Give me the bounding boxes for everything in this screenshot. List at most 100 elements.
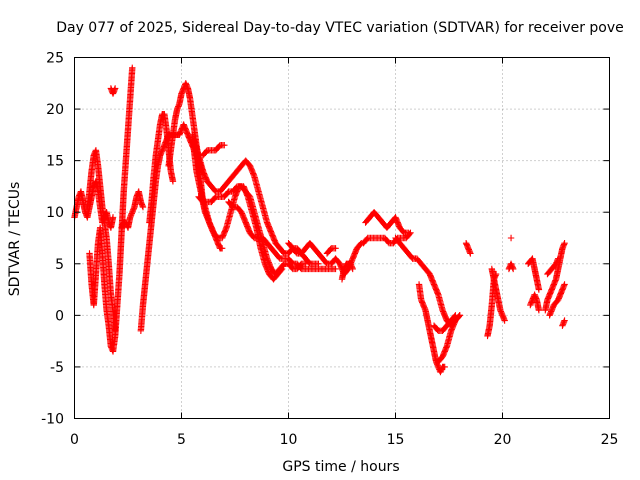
data-point — [139, 203, 147, 211]
data-point — [116, 231, 125, 278]
y-tick-label: 25 — [46, 51, 64, 67]
data-point — [92, 147, 102, 168]
data-point — [208, 194, 219, 206]
data-point — [332, 255, 343, 266]
data-point — [306, 239, 317, 251]
data-point — [189, 131, 200, 173]
data-point — [396, 224, 407, 236]
data-point — [486, 303, 495, 329]
data-point — [278, 265, 286, 273]
y-tick-label: 10 — [46, 205, 64, 221]
data-point — [302, 255, 313, 266]
data-point — [212, 143, 223, 154]
data-point — [370, 209, 381, 220]
x-tick-label: 5 — [177, 432, 186, 448]
data-point — [270, 271, 281, 283]
grid-lines — [74, 57, 610, 419]
data-point — [415, 281, 425, 302]
data-point — [456, 312, 463, 319]
x-tick-label: 20 — [494, 432, 512, 448]
data-point — [467, 250, 474, 257]
y-tick-label: 15 — [46, 154, 64, 170]
data-point — [218, 245, 226, 252]
data-point — [332, 245, 339, 252]
data-point — [225, 198, 236, 210]
data-point — [272, 239, 283, 251]
data-point — [169, 178, 177, 185]
data-point — [199, 148, 210, 159]
data-point — [375, 214, 386, 225]
data-point — [259, 239, 270, 261]
data-point — [319, 255, 330, 266]
data-point — [323, 246, 334, 257]
data-point — [244, 193, 255, 215]
data-point — [447, 313, 458, 324]
data-point — [435, 291, 446, 312]
data-point — [501, 317, 508, 324]
data-point — [248, 209, 260, 230]
x-tick-label: 10 — [280, 432, 298, 448]
data-point — [122, 127, 132, 164]
data-point — [405, 250, 415, 261]
data-point — [561, 281, 568, 288]
data-point — [111, 85, 119, 92]
data-point — [435, 354, 445, 365]
data-point — [221, 179, 231, 190]
data-point — [92, 241, 102, 278]
data-point — [422, 265, 433, 277]
x-tick-label: 15 — [387, 432, 405, 448]
data-point — [195, 152, 206, 173]
y-tick-label: -10 — [41, 412, 64, 428]
data-point — [208, 183, 219, 194]
data-point — [251, 172, 262, 194]
data-points — [71, 64, 568, 376]
data-point — [392, 234, 403, 246]
data-point — [396, 239, 407, 251]
data-point — [137, 303, 147, 335]
data-point — [561, 317, 568, 324]
data-point — [124, 96, 134, 133]
data-point — [400, 245, 411, 256]
data-point — [285, 239, 296, 251]
data-point — [193, 167, 204, 194]
data-point — [210, 229, 221, 241]
data-point — [221, 141, 228, 149]
data-point — [403, 230, 413, 242]
data-point — [105, 260, 114, 297]
data-point — [201, 203, 213, 225]
data-point — [86, 250, 95, 287]
data-point — [443, 318, 454, 329]
data-point — [554, 255, 562, 262]
data-point — [413, 255, 424, 266]
data-point — [221, 189, 231, 200]
data-point — [535, 307, 543, 314]
data-point — [315, 250, 326, 261]
data-point — [272, 250, 283, 261]
data-point — [381, 234, 392, 246]
x-axis-ticks: 0 5 10 15 20 25 — [70, 57, 619, 448]
data-point — [452, 313, 463, 324]
data-point — [441, 363, 448, 371]
data-point — [144, 241, 153, 267]
data-point — [189, 111, 198, 132]
data-point — [360, 235, 371, 247]
y-tick-label: -5 — [50, 360, 64, 376]
data-point — [535, 286, 543, 293]
data-point — [216, 184, 227, 195]
x-tick-label: 25 — [601, 432, 619, 448]
data-point — [407, 229, 414, 237]
data-point — [430, 322, 441, 333]
data-point — [276, 245, 287, 256]
data-point — [298, 246, 308, 257]
chart-title: Day 077 of 2025, Sidereal Day-to-day VTE… — [56, 20, 624, 36]
data-point — [383, 220, 394, 231]
data-point — [203, 178, 214, 189]
data-point — [225, 173, 236, 185]
data-point — [233, 163, 244, 175]
data-point — [96, 183, 106, 209]
x-axis-label: GPS time / hours — [282, 459, 399, 475]
y-tick-label: 0 — [55, 308, 64, 324]
data-point — [255, 188, 266, 209]
data-point — [139, 282, 149, 309]
